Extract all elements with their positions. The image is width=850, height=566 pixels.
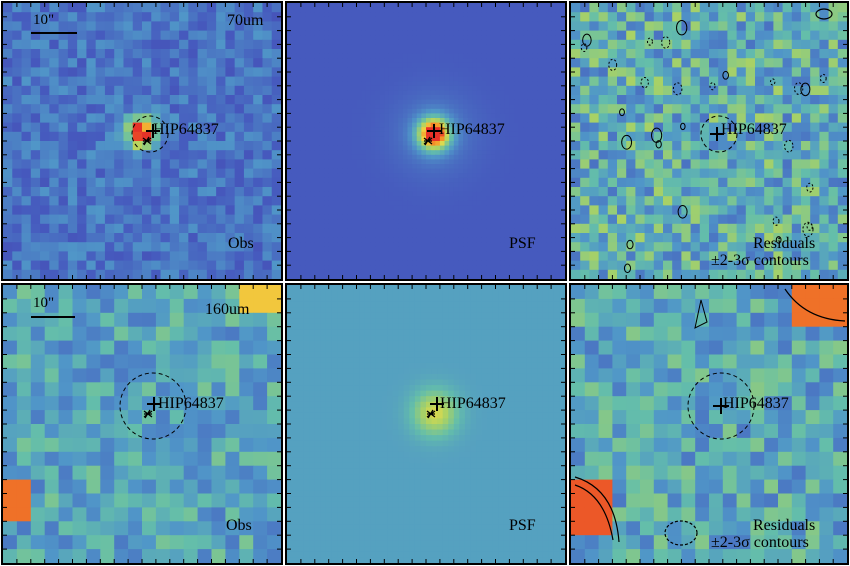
- psf-70um-image: [287, 3, 565, 279]
- residuals-70um-image: [571, 3, 847, 279]
- band-label: 70um: [227, 12, 264, 29]
- panel-label: Obs: [228, 235, 254, 252]
- target-label: HIP64837: [153, 121, 219, 138]
- panel-label-line2: ±2-3σ contours: [711, 252, 809, 269]
- panel-160um-psf: HIP64837 PSF: [285, 283, 567, 565]
- target-label: HIP64837: [440, 395, 506, 412]
- target-label: HIP64837: [439, 121, 505, 138]
- psf-160um-image: [287, 285, 565, 563]
- panel-label: PSF: [509, 517, 536, 534]
- panel-label: PSF: [509, 235, 536, 252]
- panel-70um-psf: HIP64837 PSF: [285, 1, 567, 281]
- panel-160um-residuals: HIP64837 Residuals ±2-3σ contours: [569, 283, 849, 565]
- panel-label-line2: ±2-3σ contours: [711, 534, 809, 551]
- target-label: HIP64837: [723, 395, 789, 412]
- scale-bar: [31, 316, 75, 318]
- obs-70um-image: [3, 3, 281, 279]
- panel-160um-obs: 10" 160um HIP64837 Obs: [1, 283, 283, 565]
- panel-label-line1: Residuals: [753, 235, 816, 252]
- band-label: 160um: [205, 301, 250, 318]
- residuals-160um-image: [571, 285, 847, 563]
- obs-160um-image: [3, 285, 281, 563]
- target-label: HIP64837: [721, 121, 787, 138]
- scale-label: 10": [33, 295, 55, 311]
- panel-label: Obs: [226, 517, 252, 534]
- panel-label-line1: Residuals: [753, 517, 816, 534]
- scale-label: 10": [33, 12, 55, 28]
- panel-70um-obs: 10" 70um HIP64837 Obs: [1, 1, 283, 281]
- target-label: HIP64837: [158, 395, 224, 412]
- panel-70um-residuals: HIP64837 Residuals ±2-3σ contours: [569, 1, 849, 281]
- scale-bar: [31, 32, 77, 34]
